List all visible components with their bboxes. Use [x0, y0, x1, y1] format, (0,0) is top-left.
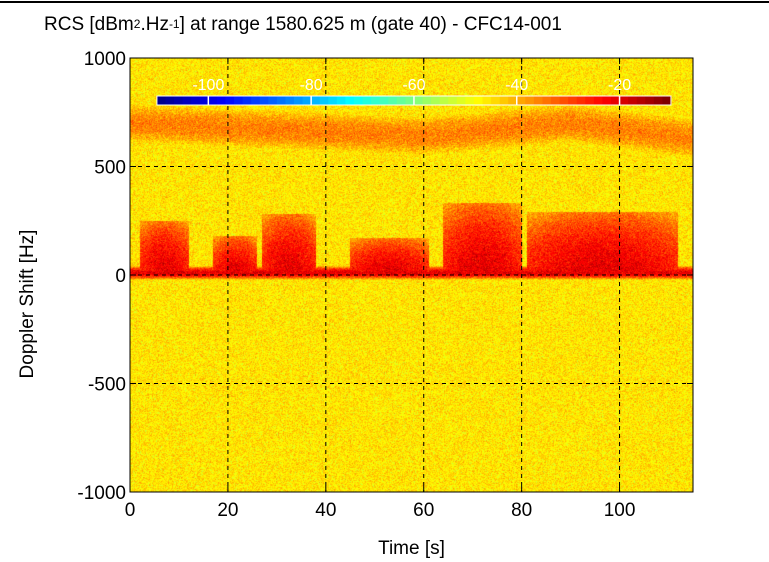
colorbar-segment: [216, 96, 227, 105]
plot-layer: -100 -80 -60 -40 -20 0 20 40 60 80 100 -1000 -500 0 50…: [77, 49, 694, 521]
x-tick-label: 40: [315, 500, 336, 521]
colorbar-segment: [662, 96, 672, 105]
title-sup-2: -1: [168, 17, 180, 31]
colorbar-segment: [559, 96, 569, 105]
colorbar-segment: [619, 96, 629, 105]
colorbar-tick-label: -60: [402, 77, 425, 94]
y-tick-label: -1000: [77, 483, 126, 504]
colorbar-segment: [431, 96, 441, 105]
colorbar-segment: [499, 96, 509, 105]
colorbar-segment: [302, 96, 312, 105]
colorbar-segment: [413, 96, 424, 105]
x-tick-label: 20: [217, 500, 238, 521]
colorbar-segment: [585, 96, 595, 105]
colorbar-segment: [234, 96, 244, 105]
colorbar-segment: [259, 96, 269, 105]
colorbar-segment: [276, 96, 287, 105]
colorbar-segment: [311, 96, 321, 105]
colorbar-segment: [362, 96, 372, 105]
colorbar-segment: [371, 96, 381, 105]
title-suffix: ] at range 1580.625 m (gate 40) - CFC14-…: [179, 14, 562, 35]
colorbar-segment: [388, 96, 398, 105]
colorbar-segment: [628, 96, 638, 105]
colorbar-segment: [448, 96, 458, 105]
colorbar-segment: [482, 96, 492, 105]
colorbar-segment: [645, 96, 655, 105]
colorbar-segment: [156, 96, 167, 105]
colorbar-tick-label: -20: [608, 77, 631, 94]
colorbar-segment: [182, 96, 192, 105]
colorbar-segment: [473, 96, 484, 105]
colorbar-segment: [345, 96, 355, 105]
colorbar-tick-label: -80: [300, 77, 323, 94]
colorbar-segment: [439, 96, 449, 105]
colorbar-segment: [576, 96, 586, 105]
colorbar-segment: [602, 96, 612, 105]
colorbar-tick-label: -100: [192, 77, 224, 94]
title-prefix: RCS [dBm: [44, 14, 134, 35]
colorbar-segment: [328, 96, 338, 105]
x-tick-label: 60: [413, 500, 434, 521]
colorbar-segment: [508, 96, 518, 105]
colorbar-segment: [516, 96, 526, 105]
colorbar-segment: [465, 96, 475, 105]
colorbar-segment: [551, 96, 561, 105]
colorbar-segment: [268, 96, 278, 105]
x-tick-label: 80: [511, 500, 532, 521]
title-mid: .Hz: [140, 14, 169, 35]
y-axis-label: Doppler Shift [Hz]: [17, 229, 38, 379]
y-tick-label: -500: [88, 375, 126, 396]
title-sup-1: 2: [133, 17, 141, 31]
y-tick-label: 500: [94, 158, 126, 179]
colorbar-tick-label: -40: [505, 77, 528, 94]
colorbar-segment: [542, 96, 552, 105]
colorbar-segment: [191, 96, 201, 105]
colorbar-segment: [285, 96, 295, 105]
colorbar-segment: [294, 96, 304, 105]
colorbar-segment: [636, 96, 646, 105]
y-tick-label: 0: [115, 266, 126, 287]
colorbar-segment: [491, 96, 501, 105]
colorbar-segment: [353, 96, 364, 105]
colorbar-segment: [199, 96, 209, 105]
colorbar-segment: [533, 96, 544, 105]
colorbar-segment: [379, 96, 389, 105]
colorbar-segment: [422, 96, 432, 105]
colorbar-segment: [319, 96, 329, 105]
colorbar-segment: [525, 96, 535, 105]
colorbar-segment: [568, 96, 578, 105]
colorbar-segment: [251, 96, 261, 105]
colorbar-segment: [396, 96, 406, 105]
colorbar-segment: [225, 96, 235, 105]
colorbar-segment: [174, 96, 184, 105]
colorbar-segment: [405, 96, 415, 105]
colorbar-segment: [208, 96, 218, 105]
chart-title: RCS [dBm2.Hz-1] at range 1580.625 m (gat…: [44, 14, 769, 36]
colorbar-segment: [242, 96, 252, 105]
colorbar-segment: [593, 96, 604, 105]
colorbar-segment: [456, 96, 466, 105]
top-border: [0, 1, 769, 3]
y-tick-label: 1000: [84, 49, 126, 70]
colorbar-segment: [165, 96, 175, 105]
colorbar-segment: [336, 96, 347, 105]
colorbar-segment: [610, 96, 621, 105]
x-axis-label: Time [s]: [378, 538, 445, 559]
x-tick-label: 100: [604, 500, 636, 521]
colorbar-segment: [653, 96, 664, 105]
x-tick-label: 0: [125, 500, 136, 521]
